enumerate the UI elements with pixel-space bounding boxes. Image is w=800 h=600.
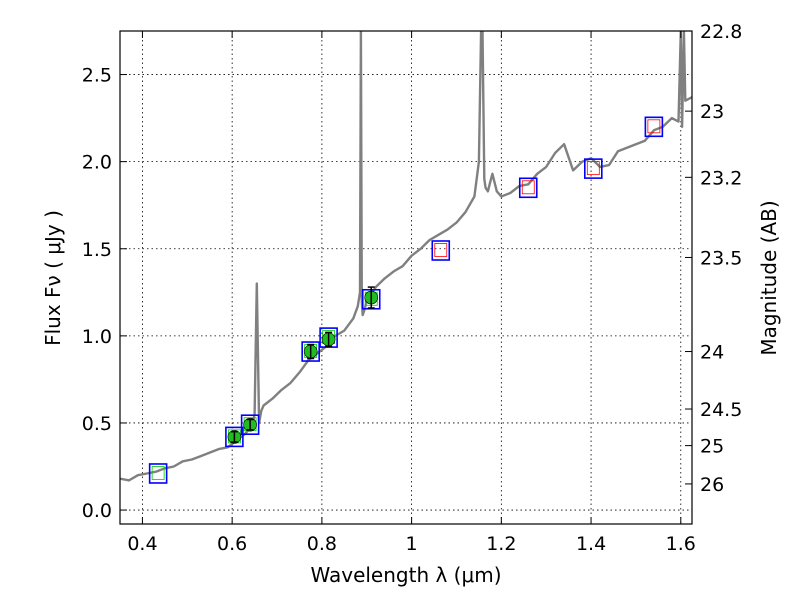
y-tick-label: 0.0: [82, 500, 112, 522]
x-tick-label: 1: [406, 533, 418, 555]
y2-tick-label: 23: [700, 101, 724, 123]
y-axis-label: Flux Fν ( μJy ): [41, 210, 65, 346]
x-tick-label: 1.2: [486, 533, 516, 555]
y2-tick-label: 25: [700, 436, 724, 458]
model-flux-inner: [521, 180, 535, 195]
model-flux-box: [319, 327, 338, 348]
model-spectrum-line: [120, 31, 692, 482]
y-tick-label: 1.5: [82, 239, 112, 261]
model-flux-box: [225, 426, 244, 448]
y-tick-label: 1.0: [82, 326, 112, 348]
y2-tick-label: 23.5: [700, 247, 742, 269]
y2-tick-label: 24: [700, 342, 724, 364]
x-tick-label: 1.4: [576, 533, 606, 555]
model-flux-box: [518, 177, 538, 199]
model-flux-box: [148, 463, 168, 484]
y-tick-label: 0.5: [82, 413, 112, 435]
model-flux-inner: [586, 161, 600, 176]
model-flux-box: [431, 240, 451, 261]
model-flux-box: [584, 158, 603, 179]
x-tick-label: 1.6: [666, 533, 696, 555]
x-tick-label: 0.8: [307, 533, 337, 555]
y2-axis: 22.8 23 23.2 23.5 24 24.5 25 26: [685, 21, 742, 496]
model-flux-inner: [434, 243, 448, 257]
y2-tick-label: 26: [700, 474, 724, 496]
y2-axis-label: Magnitude (AB): [757, 200, 781, 355]
y-axis: 0.0 0.5 1.0 1.5 2.0 2.5: [82, 65, 127, 522]
x-axis: 0.4 0.6 0.8 1 1.2 1.4 1.6: [127, 31, 696, 555]
model-flux-inner: [647, 119, 661, 134]
x-tick-label: 0.4: [127, 533, 157, 555]
plot-frame: [119, 30, 693, 525]
y2-tick-label: 22.8: [700, 21, 742, 43]
observed-points: [227, 286, 379, 444]
model-flux-inner: [151, 466, 165, 480]
model-flux-box: [240, 414, 260, 436]
y2-tick-label: 23.2: [700, 167, 742, 189]
x-tick-label: 0.6: [217, 533, 247, 555]
model-flux-box: [301, 341, 320, 362]
model-flux-box: [644, 116, 664, 138]
y-tick-label: 2.5: [82, 65, 112, 87]
plot-content: [120, 31, 692, 484]
grid: [120, 31, 692, 524]
x-axis-label: Wavelength λ (μm): [310, 563, 501, 587]
y2-tick-label: 24.5: [700, 399, 742, 421]
y-tick-label: 2.0: [82, 152, 112, 174]
